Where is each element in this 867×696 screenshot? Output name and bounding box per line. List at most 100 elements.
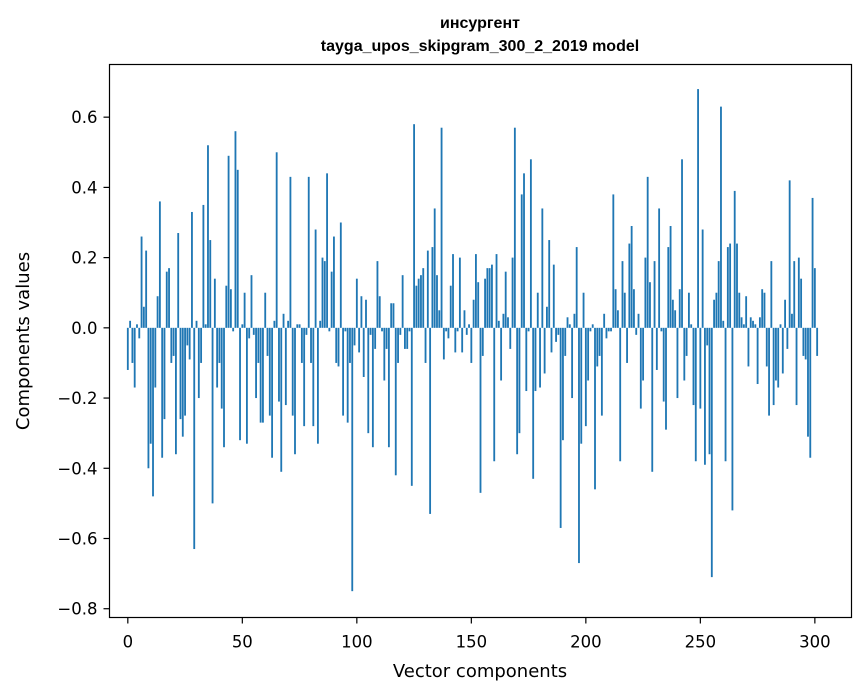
bar-component-124 <box>410 327 413 486</box>
bar-component-128 <box>420 275 422 328</box>
bar-component-211 <box>610 327 612 332</box>
bar-component-257 <box>715 292 718 328</box>
bar-component-32 <box>200 327 203 363</box>
bar-component-216 <box>621 261 624 328</box>
bar-component-7 <box>142 306 145 328</box>
bar-component-184 <box>548 240 551 328</box>
bar-component-85 <box>321 257 324 328</box>
bar-component-234 <box>662 327 665 402</box>
bar-component-274 <box>754 324 757 328</box>
bar-component-236 <box>667 247 670 328</box>
bar-component-247 <box>692 327 695 406</box>
bar-component-265 <box>733 190 736 328</box>
bar-component-244 <box>685 327 688 356</box>
bar-component-187 <box>555 327 557 342</box>
bar-component-169 <box>513 127 516 328</box>
bar-component-144 <box>456 327 459 332</box>
bar-component-263 <box>729 243 732 328</box>
bar-component-58 <box>259 327 262 423</box>
y-tick-label: 0.0 <box>71 319 97 338</box>
bar-component-164 <box>502 313 505 328</box>
bar-component-4 <box>136 324 138 328</box>
bar-component-201 <box>587 327 590 381</box>
y-tick-label: 0.4 <box>71 178 97 197</box>
bar-component-106 <box>369 327 372 335</box>
bar-component-191 <box>564 327 567 356</box>
bar-component-47 <box>234 131 237 328</box>
bar-component-127 <box>417 278 420 328</box>
bar-component-42 <box>223 327 225 448</box>
plot-frame <box>108 63 853 619</box>
bar-component-281 <box>770 261 773 328</box>
bar-component-50 <box>241 324 244 328</box>
bar-component-142 <box>452 254 454 328</box>
bar-component-299 <box>811 197 814 328</box>
bar-component-205 <box>596 327 599 367</box>
bar-component-119 <box>399 327 402 335</box>
bar-component-210 <box>607 327 610 332</box>
bar-component-63 <box>271 327 274 458</box>
bar-component-221 <box>633 289 635 328</box>
bar-component-275 <box>756 327 759 385</box>
bar-component-0 <box>126 327 129 370</box>
bar-component-260 <box>722 320 725 328</box>
bar-component-228 <box>649 282 651 328</box>
bar-component-117 <box>394 327 397 476</box>
bar-component-122 <box>406 327 409 349</box>
bar-component-162 <box>497 320 500 328</box>
bar-component-77 <box>303 327 306 427</box>
bar-component-27 <box>188 327 191 360</box>
bar-component-217 <box>623 292 626 328</box>
bar-component-271 <box>747 327 750 367</box>
bar-component-283 <box>775 327 777 381</box>
bar-component-83 <box>316 327 319 444</box>
bar-component-69 <box>284 327 287 406</box>
bar-component-25 <box>184 327 186 416</box>
bar-component-243 <box>683 327 686 381</box>
bar-component-175 <box>527 327 530 332</box>
bar-component-152 <box>475 254 477 328</box>
bar-component-9 <box>147 327 150 469</box>
bar-component-255 <box>710 327 713 578</box>
bar-component-251 <box>701 229 704 328</box>
bar-component-179 <box>536 292 539 328</box>
bar-component-93 <box>339 222 342 328</box>
bar-component-16 <box>163 327 166 420</box>
bar-component-67 <box>280 327 283 472</box>
bar-component-292 <box>795 327 798 406</box>
bar-component-17 <box>165 271 168 328</box>
bar-component-290 <box>791 313 793 328</box>
bar-component-43 <box>225 285 228 328</box>
bar-component-259 <box>720 106 722 328</box>
bar-component-91 <box>335 327 338 363</box>
x-tick-label: 250 <box>685 633 717 652</box>
bar-component-296 <box>804 327 807 360</box>
bar-component-153 <box>477 282 480 328</box>
bar-component-71 <box>289 176 292 328</box>
bar-component-53 <box>248 327 251 339</box>
bar-component-293 <box>797 257 800 328</box>
bar-component-121 <box>404 327 406 349</box>
bar-component-99 <box>353 327 356 346</box>
bar-component-220 <box>630 226 633 328</box>
bar-component-86 <box>323 261 326 328</box>
bar-component-170 <box>516 327 519 455</box>
bar-component-31 <box>197 327 200 399</box>
bar-component-3 <box>133 327 136 388</box>
bar-component-241 <box>678 289 681 328</box>
bar-component-108 <box>374 327 377 349</box>
bar-component-126 <box>415 285 418 328</box>
bar-component-60 <box>264 292 267 328</box>
bar-component-140 <box>447 327 450 339</box>
bar-component-35 <box>207 145 209 328</box>
bar-component-295 <box>802 327 805 356</box>
bar-component-237 <box>669 226 672 328</box>
bar-component-24 <box>181 327 184 437</box>
bar-component-267 <box>738 292 741 328</box>
bar-component-264 <box>731 327 734 511</box>
bar-component-202 <box>589 327 592 332</box>
bar-component-269 <box>742 324 745 328</box>
bar-component-173 <box>523 173 525 328</box>
bar-component-215 <box>619 327 622 462</box>
